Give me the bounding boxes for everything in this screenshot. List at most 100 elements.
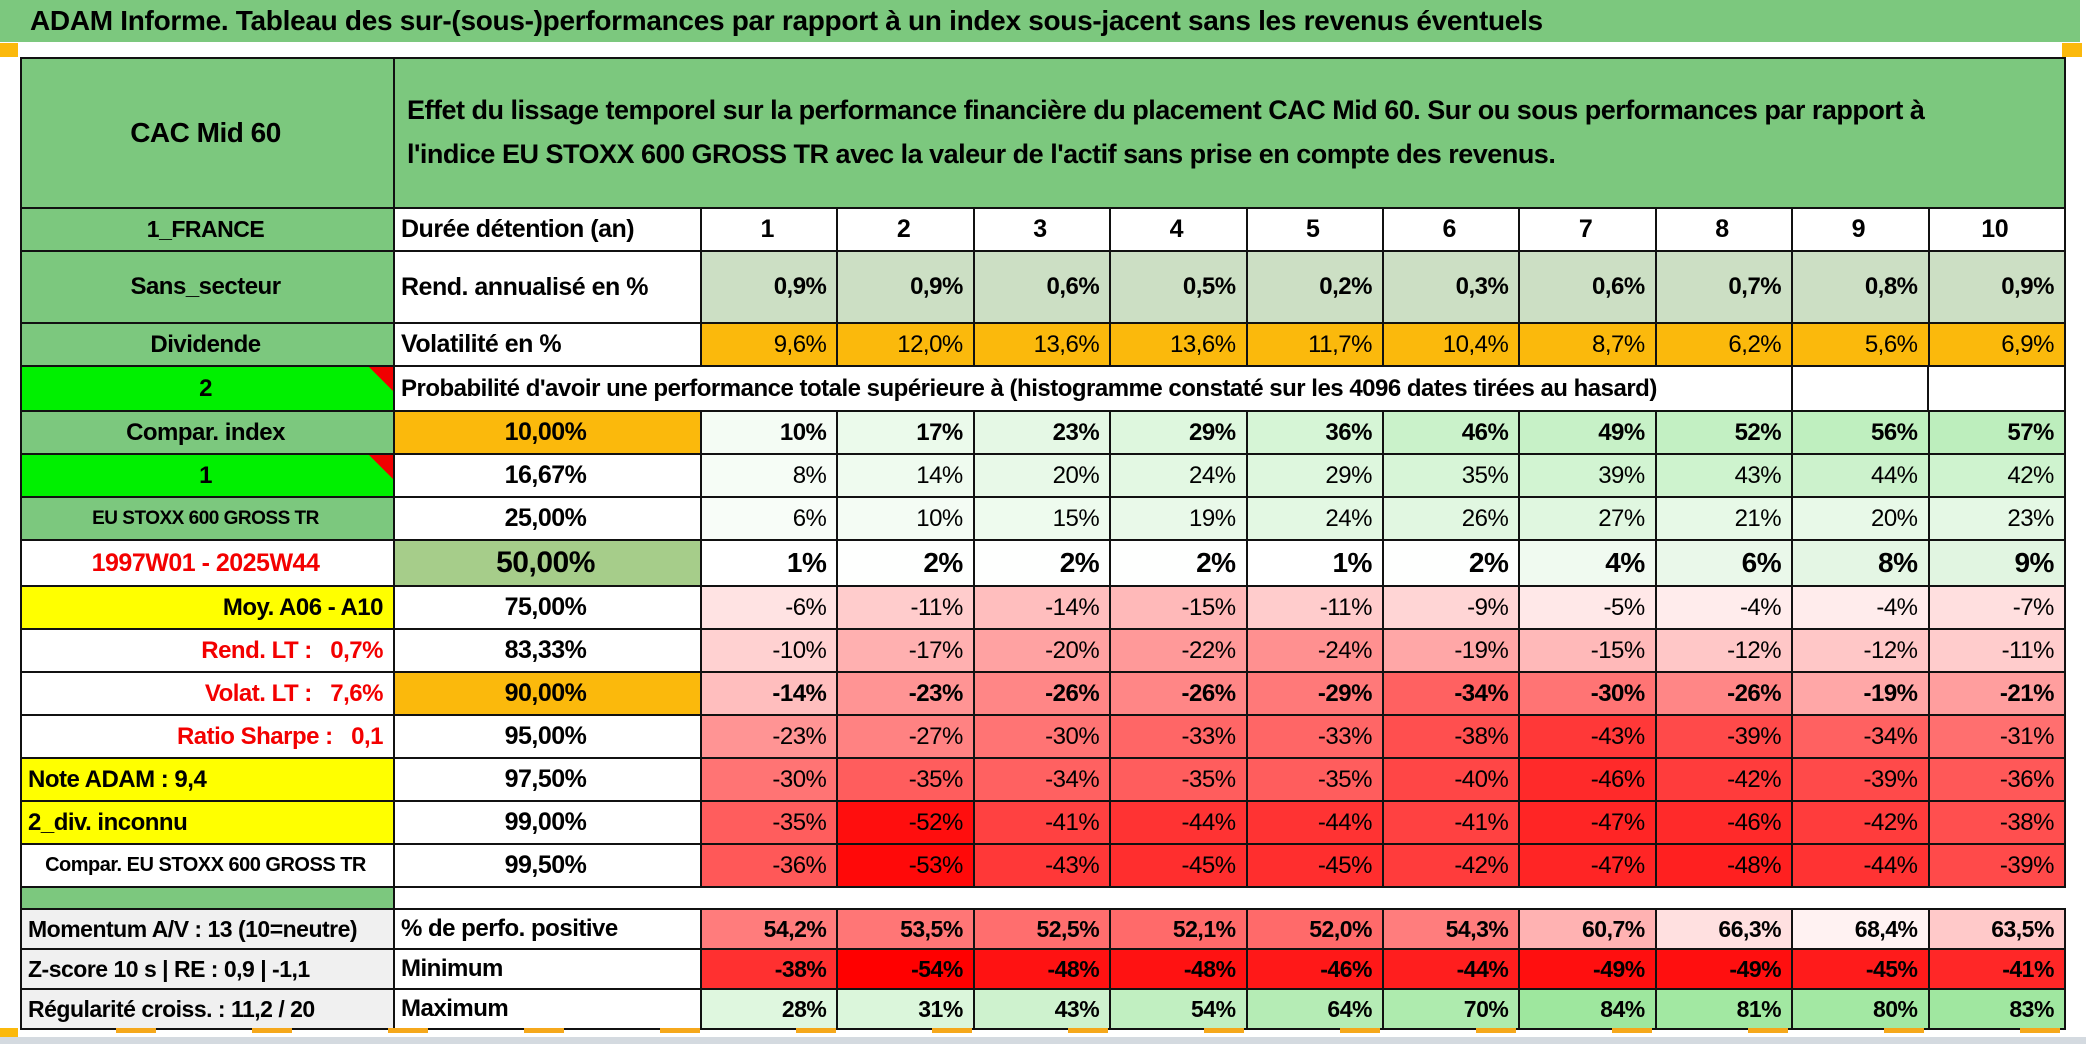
data-cell[interactable]: -43% [1520, 716, 1657, 759]
threshold-cell[interactable]: 10,00% [395, 412, 702, 455]
data-cell[interactable]: -47% [1520, 845, 1657, 888]
data-cell[interactable]: 54% [1111, 990, 1248, 1030]
data-cell[interactable]: -27% [838, 716, 975, 759]
data-cell[interactable]: -12% [1656, 630, 1794, 673]
data-cell[interactable]: -9% [1383, 587, 1521, 630]
data-cell[interactable]: -19% [1383, 630, 1521, 673]
metric-label-cell[interactable]: Minimum [395, 950, 702, 990]
data-cell[interactable]: -54% [838, 950, 975, 990]
data-cell[interactable]: 0,7% [1656, 252, 1794, 324]
column-header-cell[interactable]: 1 [702, 209, 839, 252]
data-cell[interactable]: 13,6% [974, 324, 1112, 367]
data-cell[interactable]: 21% [1656, 498, 1794, 541]
data-cell[interactable]: -15% [1111, 587, 1248, 630]
data-cell[interactable]: 52,1% [1111, 910, 1248, 950]
data-cell[interactable] [1793, 367, 1930, 412]
column-header-cell[interactable]: 4 [1111, 209, 1248, 252]
data-cell[interactable]: -39% [1793, 759, 1930, 802]
data-cell[interactable]: 29% [1111, 412, 1248, 455]
data-cell[interactable]: -35% [838, 759, 975, 802]
column-header-cell[interactable]: 9 [1793, 209, 1930, 252]
row-header-cell[interactable]: 2_div. inconnu [22, 802, 395, 845]
data-cell[interactable]: -17% [838, 630, 975, 673]
data-cell[interactable]: 26% [1383, 498, 1521, 541]
data-cell[interactable]: 10,4% [1383, 324, 1521, 367]
data-cell[interactable]: 24% [1247, 498, 1384, 541]
column-header-cell[interactable]: 3 [974, 209, 1112, 252]
data-cell[interactable]: -49% [1520, 950, 1657, 990]
data-cell[interactable]: -48% [1111, 950, 1248, 990]
data-cell[interactable]: 11,7% [1247, 324, 1384, 367]
data-cell[interactable]: 52,0% [1247, 910, 1384, 950]
data-cell[interactable]: 2% [1111, 541, 1248, 587]
data-cell[interactable]: 19% [1111, 498, 1248, 541]
threshold-cell[interactable]: 95,00% [395, 716, 702, 759]
data-cell[interactable]: 14% [838, 455, 975, 498]
data-cell[interactable]: 20% [974, 455, 1112, 498]
data-cell[interactable]: 31% [838, 990, 975, 1030]
stat-cell[interactable]: Régularité croiss. : 11,2 / 20 [22, 990, 395, 1030]
stat-cell[interactable]: Ratio Sharpe : 0,1 [22, 716, 395, 759]
data-cell[interactable]: -44% [1793, 845, 1930, 888]
data-cell[interactable]: -34% [974, 759, 1112, 802]
section-title-cell[interactable]: Probabilité d'avoir une performance tota… [395, 367, 1793, 412]
data-cell[interactable]: 46% [1383, 412, 1521, 455]
data-cell[interactable]: -38% [702, 950, 839, 990]
data-cell[interactable]: 20% [1793, 498, 1930, 541]
data-cell[interactable]: 23% [1929, 498, 2066, 541]
data-cell[interactable]: -11% [1247, 587, 1384, 630]
data-cell[interactable]: 0,2% [1247, 252, 1384, 324]
separator-cell[interactable] [22, 888, 395, 908]
data-cell[interactable]: -41% [974, 802, 1112, 845]
data-cell[interactable]: -12% [1793, 630, 1930, 673]
data-cell[interactable]: 24% [1111, 455, 1248, 498]
data-cell[interactable]: -31% [1929, 716, 2066, 759]
data-cell[interactable]: 8% [702, 455, 839, 498]
row-header-cell[interactable]: Moy. A06 - A10 [22, 587, 395, 630]
data-cell[interactable]: 10% [838, 498, 975, 541]
data-cell[interactable]: -45% [1111, 845, 1248, 888]
stat-cell[interactable]: Rend. LT : 0,7% [22, 630, 395, 673]
stat-cell[interactable]: Volat. LT : 7,6% [22, 673, 395, 716]
data-cell[interactable]: 4% [1520, 541, 1657, 587]
data-cell[interactable]: -44% [1383, 950, 1521, 990]
data-cell[interactable]: 56% [1793, 412, 1930, 455]
threshold-cell[interactable]: 99,50% [395, 845, 702, 888]
data-cell[interactable]: -35% [702, 802, 839, 845]
data-cell[interactable]: -47% [1520, 802, 1657, 845]
column-header-cell[interactable]: 7 [1520, 209, 1657, 252]
data-cell[interactable]: -38% [1383, 716, 1521, 759]
data-cell[interactable]: 17% [838, 412, 975, 455]
row-header-cell[interactable]: Note ADAM : 9,4 [22, 759, 395, 802]
data-cell[interactable]: 9% [1929, 541, 2066, 587]
data-cell[interactable]: -44% [1111, 802, 1248, 845]
data-cell[interactable]: 39% [1520, 455, 1657, 498]
data-cell[interactable]: -20% [974, 630, 1112, 673]
row-header-cell[interactable]: Dividende [22, 324, 395, 367]
data-cell[interactable]: -46% [1520, 759, 1657, 802]
data-cell[interactable]: 5,6% [1793, 324, 1930, 367]
data-cell[interactable]: 43% [974, 990, 1112, 1030]
data-cell[interactable]: -33% [1247, 716, 1384, 759]
threshold-cell[interactable]: 99,00% [395, 802, 702, 845]
stat-cell[interactable]: Momentum A/V : 13 (10=neutre) [22, 910, 395, 950]
data-cell[interactable]: -35% [1247, 759, 1384, 802]
data-cell[interactable]: 0,9% [838, 252, 975, 324]
threshold-cell[interactable]: 90,00% [395, 673, 702, 716]
data-cell[interactable]: -26% [1656, 673, 1794, 716]
row-header-cell[interactable]: 2 [22, 367, 395, 412]
data-cell[interactable]: -14% [974, 587, 1112, 630]
data-cell[interactable]: 80% [1793, 990, 1930, 1030]
data-cell[interactable]: -41% [1383, 802, 1521, 845]
data-cell[interactable]: -53% [838, 845, 975, 888]
data-cell[interactable]: -45% [1247, 845, 1384, 888]
data-cell[interactable]: 2% [1383, 541, 1521, 587]
data-cell[interactable]: 6,2% [1656, 324, 1794, 367]
data-cell[interactable]: 0,3% [1383, 252, 1521, 324]
data-cell[interactable]: 8% [1793, 541, 1930, 587]
data-cell[interactable]: -10% [702, 630, 839, 673]
data-cell[interactable]: 0,6% [974, 252, 1112, 324]
data-cell[interactable]: -30% [974, 716, 1112, 759]
data-cell[interactable]: -14% [702, 673, 839, 716]
data-cell[interactable]: 83% [1929, 990, 2066, 1030]
